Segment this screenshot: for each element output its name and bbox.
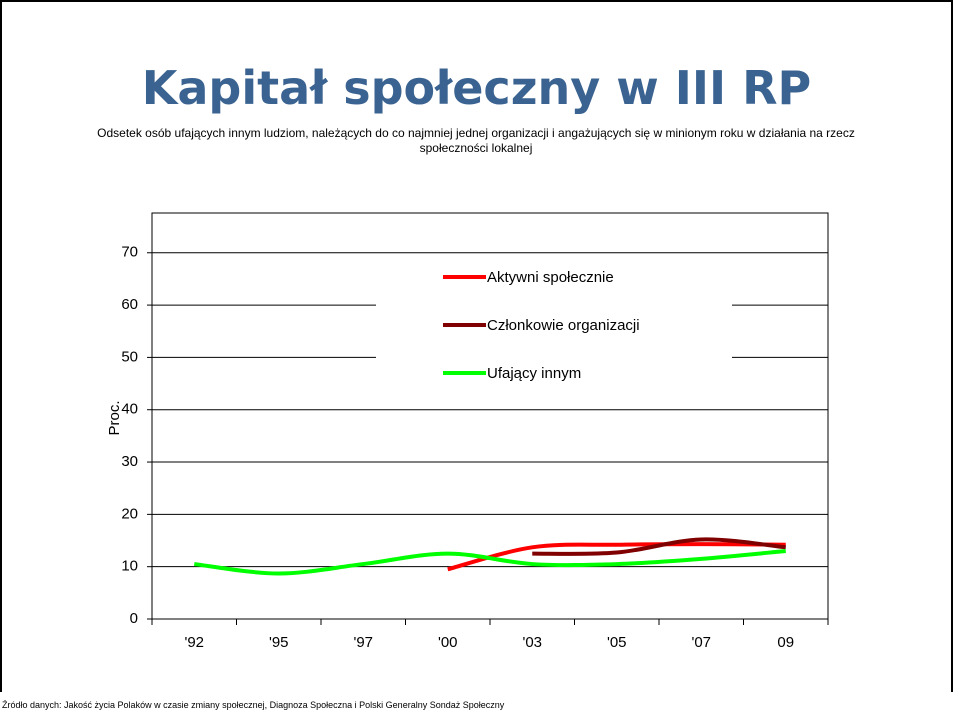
slide-frame: [0, 0, 953, 692]
legend-label: Aktywni społecznie: [487, 269, 614, 286]
x-tick-label: '07: [691, 634, 711, 651]
y-tick-label: 60: [121, 296, 138, 313]
series-line: [532, 537, 786, 556]
title: Kapitał społeczny w III RP: [141, 61, 812, 115]
x-tick-label: '97: [353, 634, 373, 651]
series-line: [194, 548, 786, 576]
legend-label: Członkowie organizacji: [487, 317, 640, 334]
x-tick-label: 09: [777, 634, 794, 651]
y-tick-label: 40: [121, 401, 138, 418]
legend-label: Ufający innym: [487, 365, 581, 382]
y-tick-label: 50: [121, 348, 138, 365]
y-tick-label: 20: [121, 505, 138, 522]
y-tick-label: 0: [130, 610, 138, 627]
y-tick-label: 10: [121, 558, 138, 575]
series-line: [447, 542, 786, 572]
legend-box: [376, 258, 732, 395]
x-tick-label: '92: [184, 634, 204, 651]
x-tick-label: '00: [438, 634, 458, 651]
x-tick-label: '95: [269, 634, 289, 651]
x-tick-label: '03: [522, 634, 542, 651]
y-tick-label: 70: [121, 244, 138, 261]
source-note: Źródło danych: Jakość życia Polaków w cz…: [2, 700, 505, 710]
x-tick-label: '05: [607, 634, 627, 651]
subtitle: Odsetek osób ufających innym ludziom, na…: [97, 126, 855, 155]
y-axis-label: Proc.: [106, 400, 123, 435]
y-tick-label: 30: [121, 453, 138, 470]
